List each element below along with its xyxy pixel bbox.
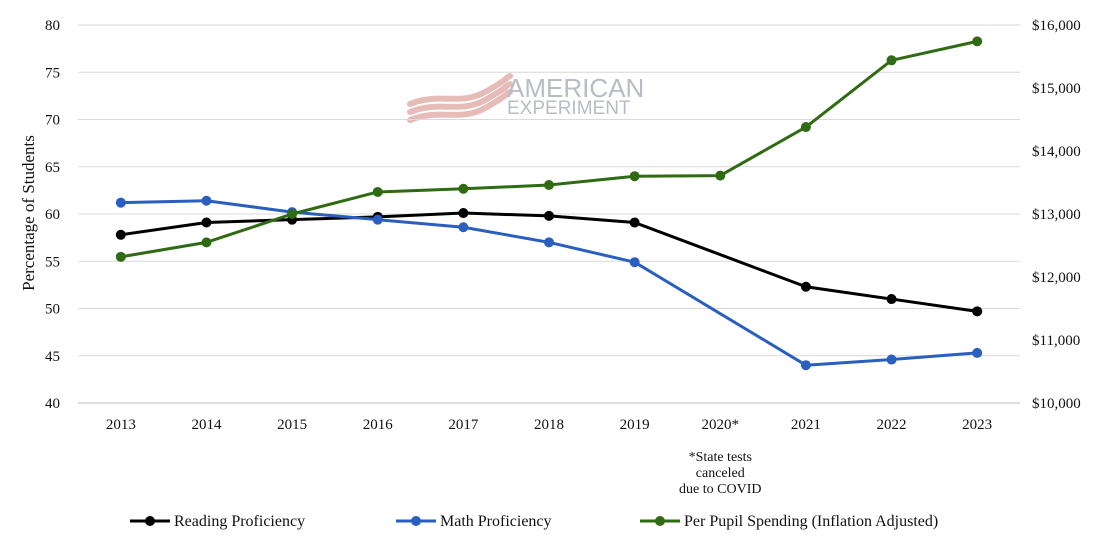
left-axis-ticks: 40 45 50 55 60 65 70 75 80 — [45, 18, 60, 412]
y-tick-label: 80 — [45, 18, 60, 34]
annotation-line: canceled — [696, 466, 745, 481]
y2-tick-label: $11,000 — [1032, 333, 1080, 349]
x-tick-label: 2017 — [448, 417, 479, 433]
x-tick-label: 2022 — [877, 417, 907, 433]
data-point — [115, 229, 126, 240]
legend-swatch-marker — [145, 516, 155, 526]
data-point — [372, 214, 383, 225]
data-point — [886, 294, 897, 305]
data-point — [886, 55, 897, 66]
flag-stripe — [407, 73, 513, 107]
data-point — [544, 180, 554, 191]
data-point — [372, 186, 383, 197]
y-tick-label: 45 — [45, 349, 60, 365]
y-axis-title: Percentage of Students — [19, 135, 38, 291]
y2-tick-label: $14,000 — [1032, 144, 1081, 160]
y2-tick-label: $16,000 — [1032, 18, 1081, 34]
data-point — [629, 217, 640, 228]
data-point — [544, 210, 554, 221]
legend-label: Per Pupil Spending (Inflation Adjusted) — [684, 513, 938, 530]
y-tick-label: 50 — [45, 302, 60, 318]
data-point — [715, 170, 726, 181]
x-tick-label: 2019 — [620, 417, 650, 433]
y2-tick-label: $12,000 — [1032, 270, 1081, 286]
data-point — [972, 36, 983, 47]
annotation-line: due to COVID — [679, 482, 761, 497]
y2-tick-label: $13,000 — [1032, 207, 1081, 223]
y-tick-label: 75 — [45, 65, 60, 81]
legend: Reading Proficiency Math Proficiency Per P… — [130, 513, 938, 530]
y2-tick-label: $15,000 — [1032, 81, 1081, 97]
data-point — [800, 360, 811, 371]
series-line-math-proficiency — [120, 199, 978, 367]
y-tick-label: 55 — [45, 254, 60, 270]
data-point — [886, 354, 897, 365]
legend-swatch-marker — [411, 516, 421, 526]
annotation-line: *State tests — [689, 450, 752, 465]
series-line-reading-proficiency — [120, 211, 978, 313]
x-tick-label: 2015 — [277, 417, 307, 433]
data-point — [115, 197, 126, 208]
logo-line1: AMERICAN — [507, 73, 644, 103]
y-tick-label: 60 — [45, 207, 60, 223]
data-point — [458, 222, 469, 233]
legend-swatch-marker — [655, 516, 665, 526]
data-point — [201, 237, 212, 248]
data-point — [115, 251, 126, 262]
data-point — [201, 217, 212, 228]
data-point — [800, 281, 811, 292]
series-lines — [115, 36, 983, 371]
y2-tick-label: $10,000 — [1032, 396, 1081, 412]
data-point — [458, 183, 469, 194]
logo-line2: EXPERIMENT — [507, 98, 631, 119]
flag-swoosh-icon — [407, 73, 513, 123]
x-tick-label: 2018 — [534, 417, 564, 433]
data-point — [458, 208, 469, 219]
data-point — [629, 171, 640, 182]
gridlines — [78, 24, 1020, 404]
data-point — [972, 306, 983, 317]
data-point — [287, 209, 298, 219]
data-point — [201, 195, 212, 206]
flag-stripe — [407, 81, 513, 115]
y-tick-label: 70 — [45, 113, 60, 129]
x-tick-label: 2020* — [702, 417, 740, 433]
right-axis-ticks: $10,000 $11,000 $12,000 $13,000 $14,000 $15,0… — [1032, 18, 1081, 412]
legend-label: Reading Proficiency — [174, 513, 305, 530]
x-tick-label: 2021 — [791, 417, 821, 433]
data-point — [972, 347, 983, 358]
x-tick-label: 2016 — [363, 417, 394, 433]
data-point — [629, 257, 640, 268]
x-tick-label: 2023 — [962, 417, 992, 433]
x-tick-label: 2014 — [191, 417, 222, 433]
data-point — [544, 237, 554, 248]
american-experiment-logo: AMERICAN EXPERIMENT — [407, 73, 644, 123]
data-point — [800, 122, 811, 133]
y-tick-label: 40 — [45, 396, 60, 412]
x-axis-ticks: 2013 2014 2015 2016 2017 2018 2019 2020* 2021 202… — [106, 417, 992, 433]
x-tick-label: 2013 — [106, 417, 136, 433]
legend-label: Math Proficiency — [440, 513, 552, 530]
y-tick-label: 65 — [45, 160, 60, 176]
flag-stripe — [407, 89, 513, 123]
